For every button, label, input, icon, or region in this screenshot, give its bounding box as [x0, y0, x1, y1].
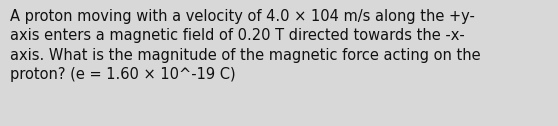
Text: A proton moving with a velocity of 4.0 × 104 m/s along the +y-
axis enters a mag: A proton moving with a velocity of 4.0 ×… — [10, 9, 480, 83]
